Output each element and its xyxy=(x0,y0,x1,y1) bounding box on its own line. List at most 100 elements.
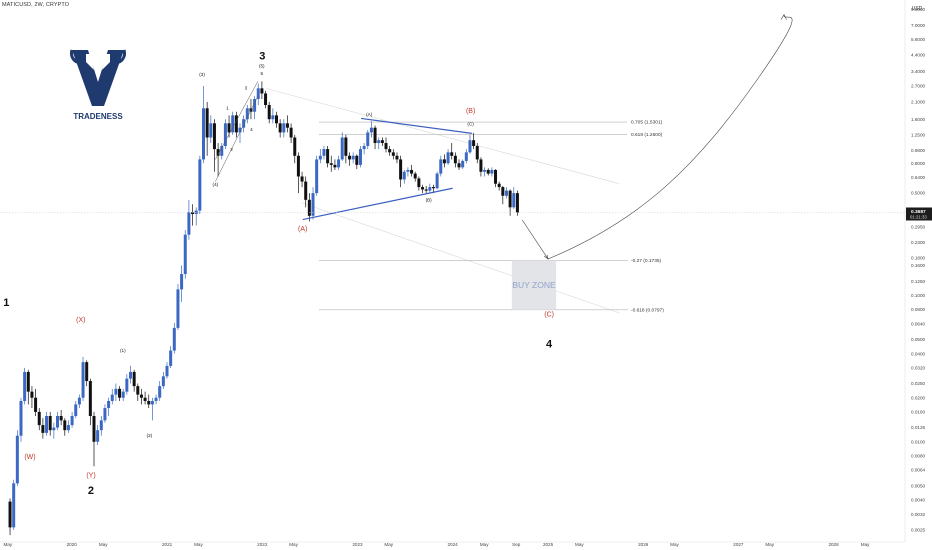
y-tick-label: 0.0025 xyxy=(911,527,925,532)
candle-body xyxy=(278,123,282,133)
candle-body xyxy=(165,365,169,377)
wave-label: (B) xyxy=(466,108,475,115)
candle-body xyxy=(282,123,286,133)
candle-body xyxy=(143,397,147,401)
candle-body xyxy=(384,143,388,150)
wave-label: 2 xyxy=(230,147,233,152)
y-tick-label: 4.4000 xyxy=(911,53,925,58)
candle-body xyxy=(494,169,498,184)
candle-body xyxy=(85,362,89,382)
x-tick-label: May xyxy=(289,542,298,547)
candle-body xyxy=(161,376,165,387)
candle-body xyxy=(388,149,392,153)
x-tick-label: 2027 xyxy=(733,542,744,547)
candle-body xyxy=(402,171,406,180)
logo-v-shape xyxy=(72,50,124,106)
y-tick-label: 9.0000 xyxy=(911,7,925,12)
wave-label: (4) xyxy=(213,182,219,187)
candle-body xyxy=(66,425,70,431)
candle-body xyxy=(227,123,231,133)
wave-label: 3 xyxy=(259,50,265,62)
wave-label: 1 xyxy=(3,297,9,309)
candle-body xyxy=(223,123,227,146)
x-tick-label: 2025 xyxy=(543,542,554,547)
candle-body xyxy=(96,430,100,442)
y-tick-label: 0.0032 xyxy=(911,512,925,517)
wave-label: 4 xyxy=(250,127,253,132)
y-tick-label: 1.6000 xyxy=(911,117,925,122)
candle-body xyxy=(136,386,140,395)
y-tick-label: 0.8000 xyxy=(911,161,925,166)
wave-label: 3 xyxy=(245,86,248,91)
y-tick-label: 7.0000 xyxy=(911,23,925,28)
candle-body xyxy=(504,190,508,196)
candle-body xyxy=(424,189,428,191)
y-tick-label: 0.0100 xyxy=(911,439,925,444)
arrow-head xyxy=(543,254,549,260)
market-label: CRYPTO xyxy=(45,2,70,8)
candle-body xyxy=(191,212,195,215)
candle-body xyxy=(311,193,315,216)
candle-body xyxy=(475,145,479,160)
candle-body xyxy=(176,289,180,328)
x-tick-label: May xyxy=(861,542,870,547)
candle-body xyxy=(74,404,78,416)
candle-body xyxy=(472,140,476,146)
y-tick-label: 0.0080 xyxy=(911,454,925,459)
candle-body xyxy=(88,381,92,416)
wave-label: (B) xyxy=(426,197,433,202)
y-tick-label: 5.6000 xyxy=(911,37,925,42)
candle-body xyxy=(293,137,297,156)
wave-label: (2) xyxy=(147,433,153,438)
currency-label: USD xyxy=(912,6,923,12)
candle-countdown: 01:21:33 xyxy=(910,214,927,219)
wave-label: 4 xyxy=(546,339,553,351)
x-tick-label: 2023 xyxy=(352,542,363,547)
candle-body xyxy=(421,187,425,190)
wave-label: (Y) xyxy=(86,472,95,479)
candle-body xyxy=(333,164,337,168)
price-axis-bg xyxy=(905,0,932,550)
y-tick-label: 0.0800 xyxy=(911,307,925,312)
candle-body xyxy=(121,391,125,398)
wave-label: (5) xyxy=(259,64,265,69)
candle-body xyxy=(490,169,494,174)
candle-body xyxy=(348,155,352,160)
y-tick-label: 0.0125 xyxy=(911,425,925,430)
candle-body xyxy=(391,152,395,156)
candle-body xyxy=(92,415,96,442)
candle-body xyxy=(431,187,435,189)
candle-body xyxy=(399,159,403,180)
candle-body xyxy=(19,400,23,436)
x-tick-label: 2022 xyxy=(257,542,268,547)
y-tick-label: 0.0640 xyxy=(911,321,925,326)
upper-trend-guide xyxy=(265,88,620,184)
candle-body xyxy=(198,159,202,211)
logo-cutout xyxy=(98,54,110,70)
y-tick-label: 0.1000 xyxy=(911,293,925,298)
candle-body xyxy=(355,155,359,165)
wedge-line xyxy=(215,81,259,160)
current-price-badge xyxy=(906,207,932,221)
candle-body xyxy=(118,388,122,398)
candle-body xyxy=(256,88,260,99)
candle-body xyxy=(508,190,512,208)
candle-body xyxy=(285,123,289,128)
fib-level-label: 0.705 (1.5301) xyxy=(631,120,663,126)
candle-body xyxy=(139,394,143,398)
x-tick-label: May xyxy=(3,542,12,547)
candle-body xyxy=(242,119,246,128)
candle-body xyxy=(468,140,472,153)
candle-body xyxy=(30,391,34,398)
candle-body xyxy=(158,386,162,398)
candle-body xyxy=(410,169,414,174)
candle-body xyxy=(501,187,505,196)
candle-body xyxy=(245,108,249,120)
y-tick-label: 0.0160 xyxy=(911,409,925,414)
y-tick-label: 0.0040 xyxy=(911,498,925,503)
candle-body xyxy=(453,155,457,164)
candle-body xyxy=(216,149,220,156)
wedge-line xyxy=(215,96,259,182)
candle-body xyxy=(322,149,326,156)
